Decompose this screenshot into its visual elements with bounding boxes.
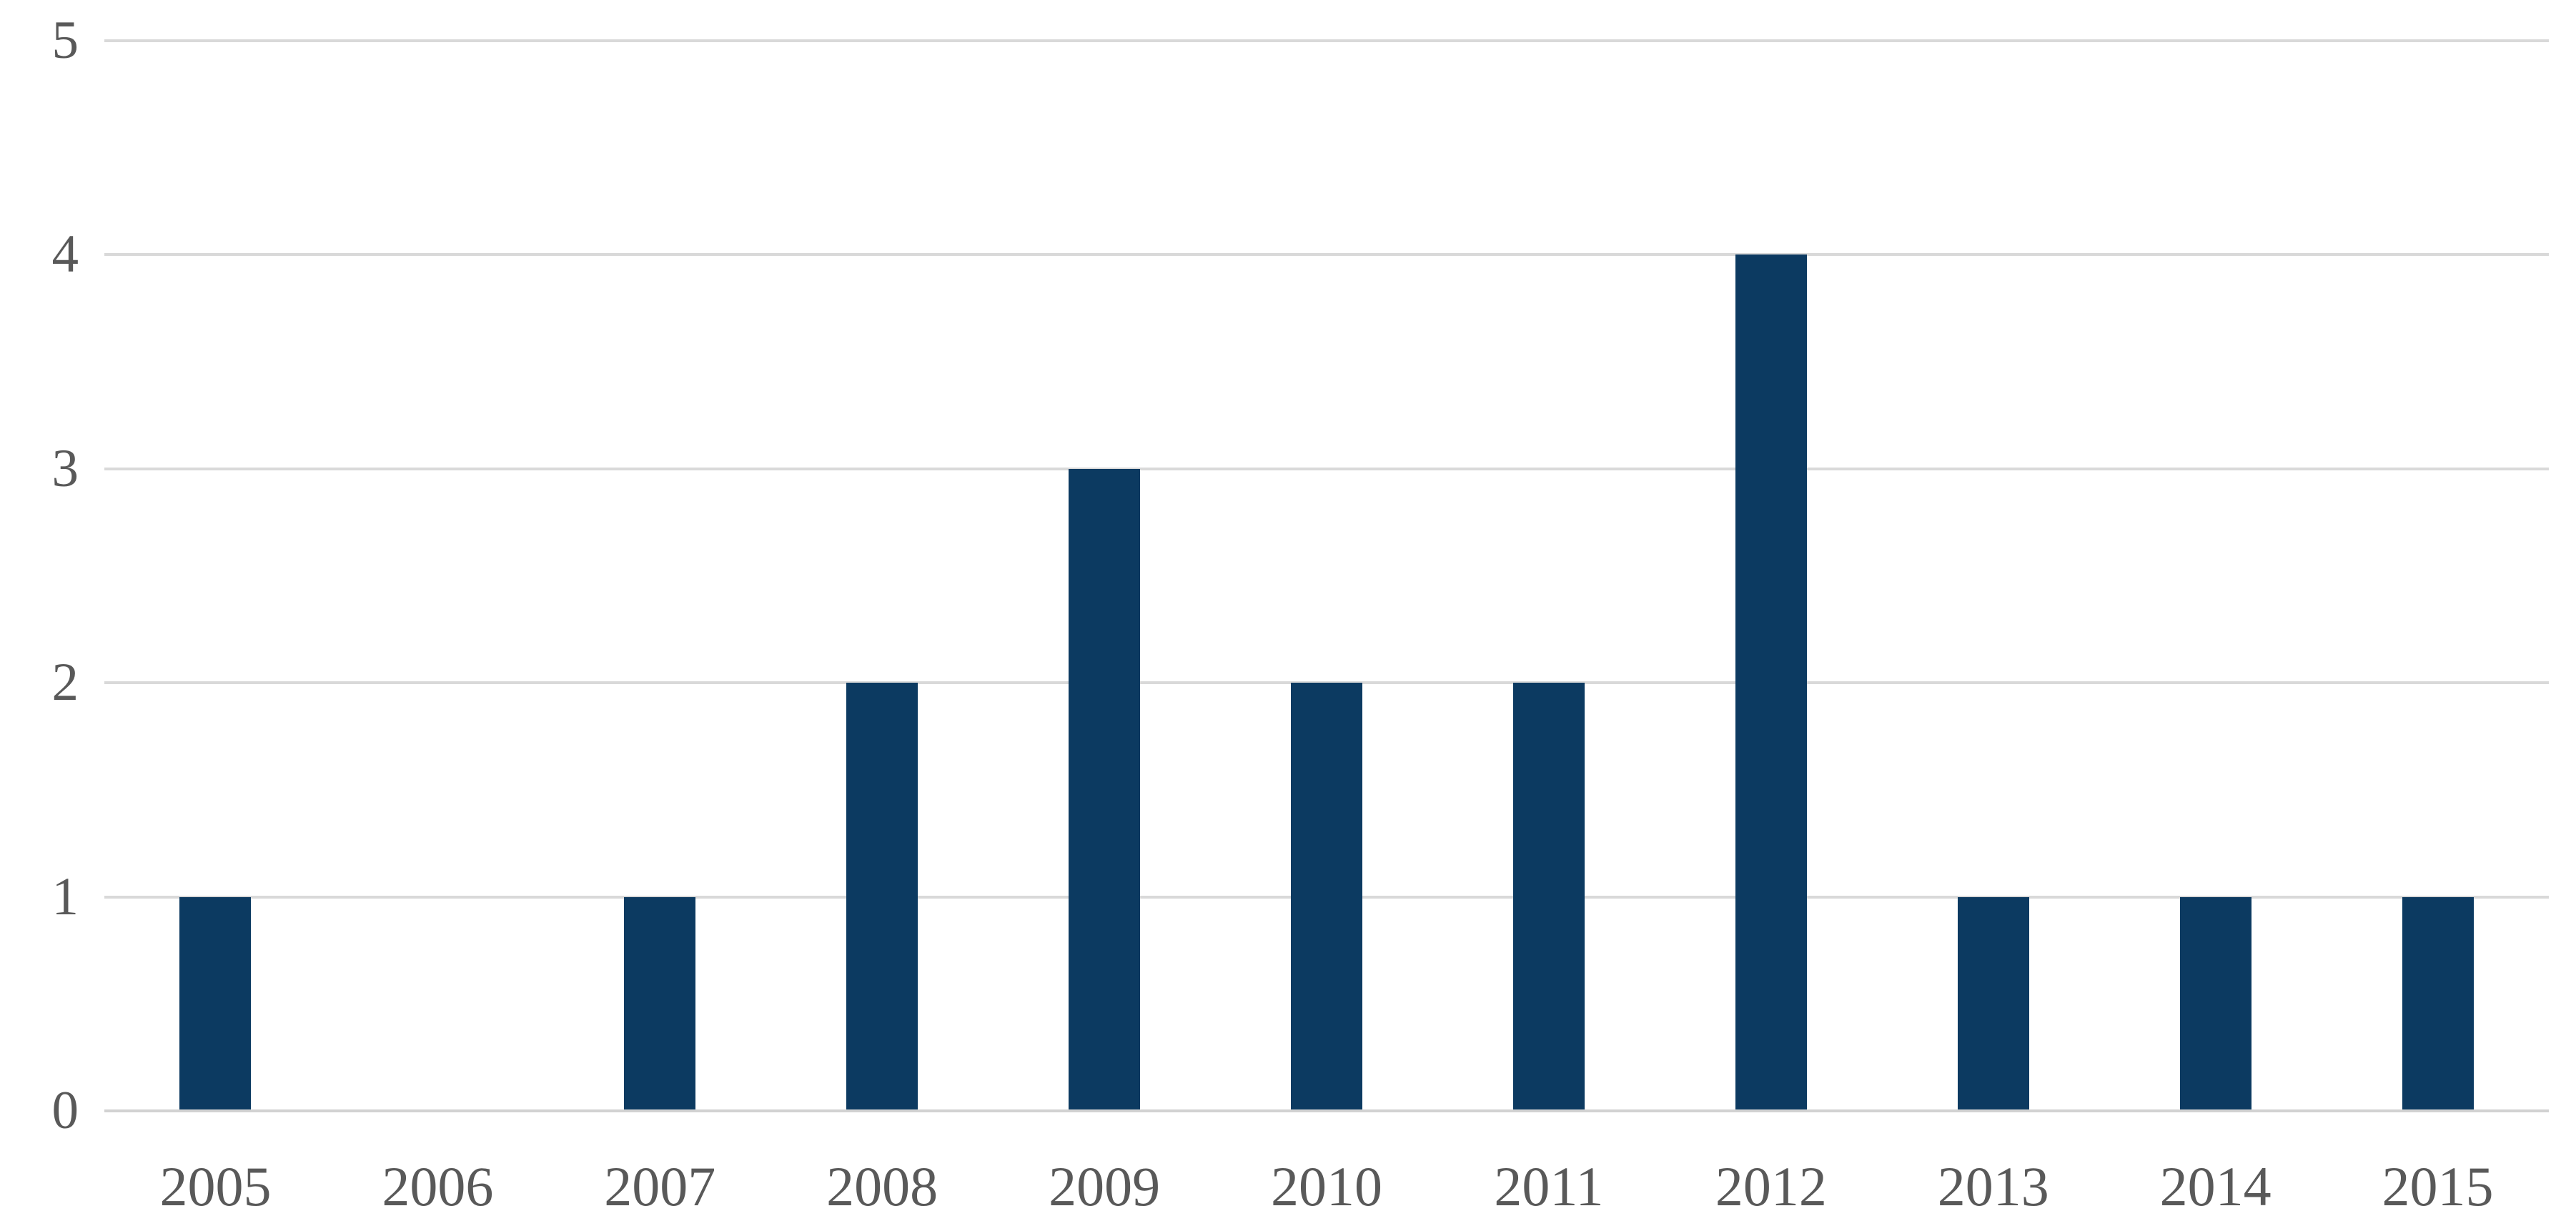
bar-2014 bbox=[2179, 896, 2251, 1111]
y-tick-label-0: 0 bbox=[51, 1081, 79, 1140]
y-tick-label-3: 3 bbox=[51, 438, 79, 498]
bar-2008 bbox=[846, 683, 918, 1111]
x-tick-label-2009: 2009 bbox=[1049, 1155, 1161, 1217]
y-tick-label-2: 2 bbox=[51, 653, 79, 713]
gridline-y3 bbox=[104, 467, 2549, 470]
gridline-y4 bbox=[104, 253, 2549, 257]
x-tick-label-2011: 2011 bbox=[1494, 1155, 1604, 1217]
x-tick-label-2010: 2010 bbox=[1270, 1155, 1382, 1217]
y-tick-label-1: 1 bbox=[51, 866, 79, 926]
bar-2005 bbox=[179, 896, 252, 1111]
y-tick-label-4: 4 bbox=[51, 224, 79, 285]
bar-2012 bbox=[1735, 254, 1807, 1111]
x-tick-label-2008: 2008 bbox=[826, 1155, 938, 1217]
x-tick-label-2013: 2013 bbox=[1937, 1155, 2049, 1217]
bar-2011 bbox=[1512, 683, 1585, 1111]
bar-2015 bbox=[2402, 896, 2474, 1111]
y-tick-label-5: 5 bbox=[51, 11, 79, 70]
bar-2013 bbox=[1957, 896, 2029, 1111]
bar-2009 bbox=[1069, 468, 1141, 1111]
bar-2010 bbox=[1291, 683, 1362, 1111]
x-tick-label-2012: 2012 bbox=[1715, 1155, 1827, 1217]
x-axis-line bbox=[104, 1109, 2549, 1112]
x-tick-label-2007: 2007 bbox=[604, 1155, 716, 1217]
x-tick-label-2006: 2006 bbox=[382, 1155, 494, 1217]
x-tick-label-2015: 2015 bbox=[2382, 1155, 2494, 1217]
gridline-y5 bbox=[104, 39, 2549, 42]
x-tick-label-2005: 2005 bbox=[159, 1155, 272, 1217]
bar-2007 bbox=[624, 896, 696, 1111]
plot-area bbox=[104, 0, 2549, 1231]
x-tick-label-2014: 2014 bbox=[2159, 1155, 2272, 1217]
